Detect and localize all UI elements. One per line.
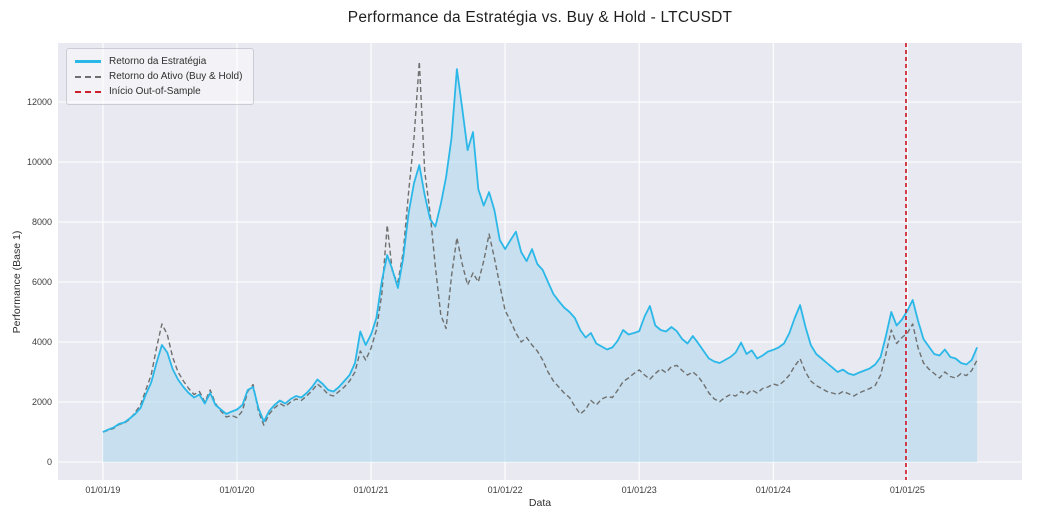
x-tick-label: 01/01/19 xyxy=(85,485,121,495)
chart-canvas xyxy=(58,43,1022,480)
strategy-area-fill xyxy=(102,69,978,462)
y-tick-label: 6000 xyxy=(31,277,52,288)
legend-item-strategy: Retorno da Estratégia xyxy=(75,54,242,69)
asset-line-swatch-icon xyxy=(75,75,101,78)
legend-item-oos: Início Out-of-Sample xyxy=(75,84,242,99)
oos-line-swatch-icon xyxy=(75,90,101,93)
legend-item-asset: Retorno do Ativo (Buy & Hold) xyxy=(75,69,242,84)
y-tick-label: 0 xyxy=(46,457,52,467)
chart-title: Performance da Estratégia vs. Buy & Hold… xyxy=(347,9,733,26)
x-tick-label: 01/01/25 xyxy=(889,485,925,495)
x-axis-label: Data xyxy=(528,497,552,509)
strategy-line-swatch-icon xyxy=(75,60,101,63)
y-tick-label: 4000 xyxy=(31,337,52,348)
y-tick-label: 12000 xyxy=(26,97,52,108)
x-tick-label: 01/01/24 xyxy=(755,485,791,495)
legend-label-asset: Retorno do Ativo (Buy & Hold) xyxy=(109,71,243,82)
x-tick-label: 01/01/23 xyxy=(621,485,657,495)
x-tick-label: 01/01/20 xyxy=(219,485,255,495)
strategy-line xyxy=(102,68,978,433)
legend-label-oos: Início Out-of-Sample xyxy=(109,86,201,97)
legend-label-strategy: Retorno da Estratégia xyxy=(109,56,207,67)
x-tick-label: 01/01/21 xyxy=(353,485,389,495)
y-tick-label: 8000 xyxy=(31,217,52,228)
y-tick-label: 10000 xyxy=(26,157,52,168)
legend: Retorno da Estratégia Retorno do Ativo (… xyxy=(66,48,255,105)
x-tick-label: 01/01/22 xyxy=(487,485,523,495)
y-tick-label: 2000 xyxy=(31,397,52,408)
plot-area: Retorno da Estratégia Retorno do Ativo (… xyxy=(58,43,1022,480)
